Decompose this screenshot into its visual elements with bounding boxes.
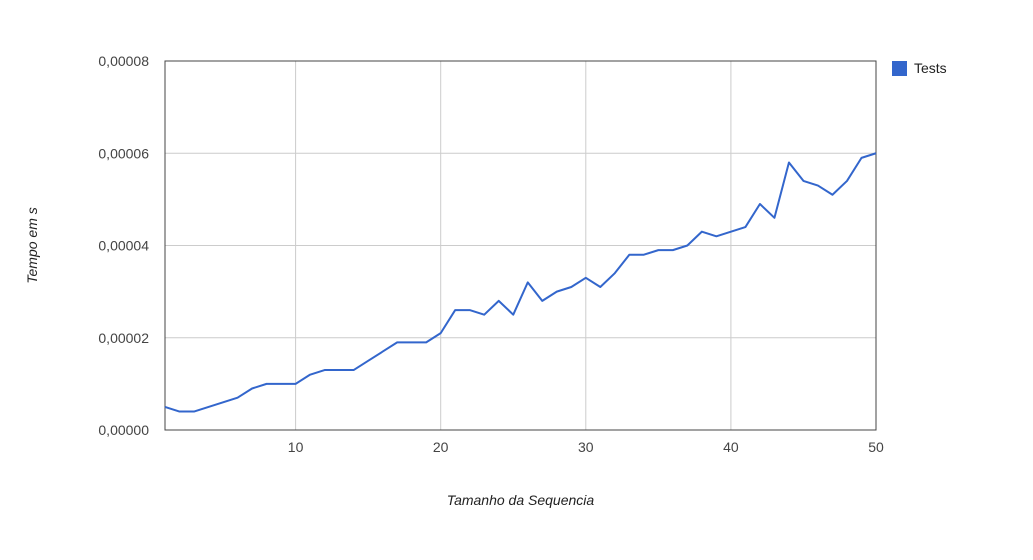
y-axis-ticks: 0,00000 0,00002 0,00004 0,00006 0,00008	[98, 53, 149, 438]
y-tick-label: 0,00008	[98, 53, 149, 69]
x-tick-label: 40	[723, 439, 739, 455]
y-axis-title: Tempo em s	[24, 207, 40, 284]
x-axis-ticks: 10 20 30 40 50	[288, 439, 884, 455]
x-tick-label: 20	[433, 439, 449, 455]
x-axis-title: Tamanho da Sequencia	[447, 492, 595, 508]
legend-swatch	[892, 61, 907, 76]
x-tick-label: 30	[578, 439, 594, 455]
y-tick-label: 0,00004	[98, 238, 149, 254]
y-tick-label: 0,00000	[98, 422, 149, 438]
legend-label: Tests	[914, 60, 947, 76]
legend: Tests	[892, 60, 947, 76]
x-tick-label: 10	[288, 439, 304, 455]
plot-frame	[164, 60, 877, 431]
y-tick-label: 0,00006	[98, 145, 149, 161]
y-tick-label: 0,00002	[98, 330, 149, 346]
series-layer	[164, 152, 877, 413]
x-tick-label: 50	[868, 439, 884, 455]
series-line-0	[164, 152, 877, 413]
